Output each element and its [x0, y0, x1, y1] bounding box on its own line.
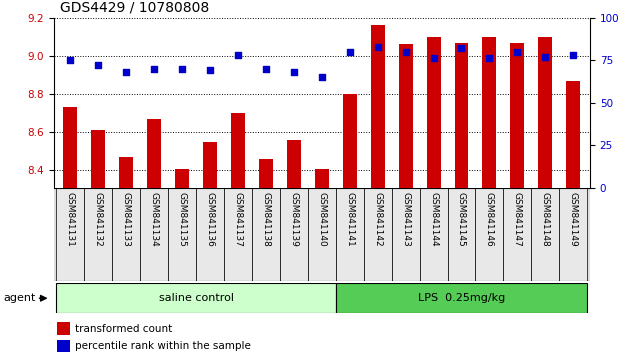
- Text: GSM841132: GSM841132: [94, 192, 103, 247]
- Bar: [57, 322, 70, 335]
- Bar: [280, 188, 308, 281]
- Bar: [343, 94, 357, 188]
- Text: percentile rank within the sample: percentile rank within the sample: [74, 341, 251, 351]
- Text: GSM841134: GSM841134: [150, 192, 159, 247]
- Bar: [63, 107, 78, 188]
- Point: [401, 49, 411, 55]
- Bar: [454, 42, 468, 188]
- Bar: [308, 188, 336, 281]
- Bar: [91, 130, 105, 188]
- Bar: [336, 188, 363, 281]
- Text: agent: agent: [3, 293, 35, 303]
- Text: GSM841138: GSM841138: [261, 192, 271, 247]
- Text: GSM841149: GSM841149: [569, 192, 578, 247]
- Bar: [363, 188, 392, 281]
- Bar: [175, 169, 189, 188]
- Bar: [56, 283, 336, 313]
- Bar: [336, 283, 587, 313]
- Point: [568, 52, 578, 58]
- Bar: [147, 119, 161, 188]
- Point: [205, 68, 215, 73]
- Text: GSM841140: GSM841140: [317, 192, 326, 247]
- Text: GSM841131: GSM841131: [66, 192, 75, 247]
- Point: [485, 56, 495, 61]
- Point: [345, 49, 355, 55]
- Bar: [203, 142, 217, 188]
- Point: [456, 45, 466, 51]
- Bar: [259, 159, 273, 188]
- Bar: [57, 340, 70, 352]
- Text: GSM841135: GSM841135: [178, 192, 187, 247]
- Text: saline control: saline control: [158, 293, 233, 303]
- Bar: [112, 188, 140, 281]
- Text: transformed count: transformed count: [74, 324, 172, 333]
- Point: [66, 57, 76, 63]
- Bar: [119, 157, 133, 188]
- Text: LPS  0.25mg/kg: LPS 0.25mg/kg: [418, 293, 505, 303]
- Bar: [399, 45, 413, 188]
- Text: GDS4429 / 10780808: GDS4429 / 10780808: [60, 0, 209, 14]
- Bar: [168, 188, 196, 281]
- Bar: [504, 188, 531, 281]
- Text: GSM841147: GSM841147: [513, 192, 522, 247]
- Point: [289, 69, 299, 75]
- Point: [261, 66, 271, 72]
- Bar: [392, 188, 420, 281]
- Bar: [196, 188, 224, 281]
- Text: GSM841144: GSM841144: [429, 192, 438, 247]
- Bar: [475, 188, 504, 281]
- Bar: [566, 81, 581, 188]
- Text: GSM841142: GSM841142: [373, 192, 382, 247]
- Bar: [56, 188, 85, 281]
- Bar: [140, 188, 168, 281]
- Bar: [370, 25, 385, 188]
- Point: [317, 74, 327, 80]
- Point: [233, 52, 243, 58]
- Bar: [538, 37, 552, 188]
- Bar: [427, 37, 440, 188]
- Bar: [531, 188, 559, 281]
- Point: [93, 62, 103, 68]
- Point: [177, 66, 187, 72]
- Text: GSM841137: GSM841137: [233, 192, 242, 247]
- Bar: [287, 140, 301, 188]
- Text: GSM841146: GSM841146: [485, 192, 494, 247]
- Bar: [447, 188, 475, 281]
- Text: GSM841136: GSM841136: [206, 192, 215, 247]
- Bar: [420, 188, 447, 281]
- Point: [149, 66, 159, 72]
- Point: [540, 54, 550, 59]
- Point: [512, 49, 522, 55]
- Bar: [315, 169, 329, 188]
- Text: GSM841148: GSM841148: [541, 192, 550, 247]
- Bar: [559, 188, 587, 281]
- Point: [121, 69, 131, 75]
- Text: GSM841145: GSM841145: [457, 192, 466, 247]
- Bar: [510, 42, 524, 188]
- Bar: [85, 188, 112, 281]
- Text: GSM841139: GSM841139: [290, 192, 298, 247]
- Text: GSM841133: GSM841133: [122, 192, 131, 247]
- Bar: [224, 188, 252, 281]
- Text: GSM841141: GSM841141: [345, 192, 354, 247]
- Bar: [483, 37, 497, 188]
- Point: [428, 56, 439, 61]
- Point: [373, 44, 383, 50]
- Bar: [252, 188, 280, 281]
- Text: GSM841143: GSM841143: [401, 192, 410, 247]
- Bar: [231, 113, 245, 188]
